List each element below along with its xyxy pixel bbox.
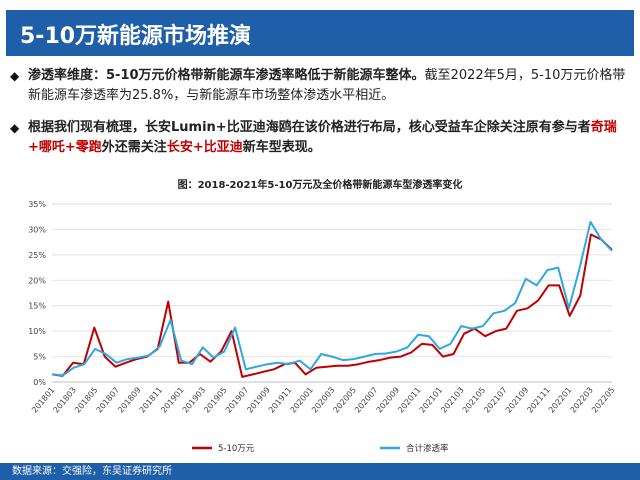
y-tick-label: 20% (28, 276, 46, 285)
chart-area: 图：2018-2021年5-10万元及全价格带新能源车型渗透率变化 0% 5% 10… (0, 172, 640, 462)
highlight-changan-byd: 长安+比亚迪 (166, 140, 243, 155)
title-bar: 5-10万新能源市场推演 (6, 10, 634, 56)
bullet-penetration-bold: 渗透率维度：5-10万元价格带新能源车渗透率略低于新能源车整体。 (28, 68, 425, 83)
bullet-carmakers-part3: 新车型表现。 (242, 140, 321, 155)
y-tick-label: 25% (28, 251, 46, 260)
x-tick-label: 202205 (590, 386, 617, 415)
legend-label: 合计渗透率 (406, 443, 449, 454)
penetration-line-chart: 图：2018-2021年5-10万元及全价格带新能源车型渗透率变化 0% 5% 10… (28, 178, 617, 454)
bullet-carmakers-text: 根据我们现有梳理，长安Lumin+比亚迪海鸥在该价格进行布局，核心受益车企除关注… (28, 118, 630, 158)
legend-label: 5-10万元 (218, 444, 255, 454)
diamond-bullet-icon: ◆ (10, 69, 20, 83)
page-title: 5-10万新能源市场推演 (20, 24, 252, 49)
series-line (51, 220, 613, 377)
y-tick-label: 15% (28, 302, 46, 311)
bullet-penetration: ◆ 渗透率维度：5-10万元价格带新能源车渗透率略低于新能源车整体。截至2022… (10, 66, 630, 106)
bullet-carmakers-part1: 根据我们现有梳理，长安Lumin+比亚迪海鸥在该价格进行布局，核心受益车企除关注… (28, 120, 591, 135)
bullet-penetration-text: 渗透率维度：5-10万元价格带新能源车渗透率略低于新能源车整体。截至2022年5… (28, 66, 630, 106)
y-tick-label: 0% (33, 378, 46, 387)
source-bar: 数据来源：交强险，东吴证券研究所 (0, 463, 640, 480)
y-tick-label: 30% (28, 225, 46, 234)
chart-title: 图：2018-2021年5-10万元及全价格带新能源车型渗透率变化 (178, 178, 463, 191)
source-text: 数据来源：交强险，东吴证券研究所 (12, 466, 172, 477)
highlight-chery-neta-leapmotor: 奇瑞+哪吒+零跑 (28, 120, 617, 155)
y-tick-label: 10% (28, 327, 46, 336)
y-tick-label: 5% (33, 353, 46, 362)
bullet-carmakers-part2: 外还需关注 (101, 140, 167, 155)
bullet-penetration-rest: 截至2022年5月，5-10万元价格带新能源车渗透率为25.8%，与新能源车市场… (28, 68, 626, 103)
bullet-carmakers: ◆ 根据我们现有梳理，长安Lumin+比亚迪海鸥在该价格进行布局，核心受益车企除… (10, 118, 630, 158)
y-tick-label: 35% (28, 200, 46, 209)
diamond-bullet-icon: ◆ (10, 121, 20, 135)
